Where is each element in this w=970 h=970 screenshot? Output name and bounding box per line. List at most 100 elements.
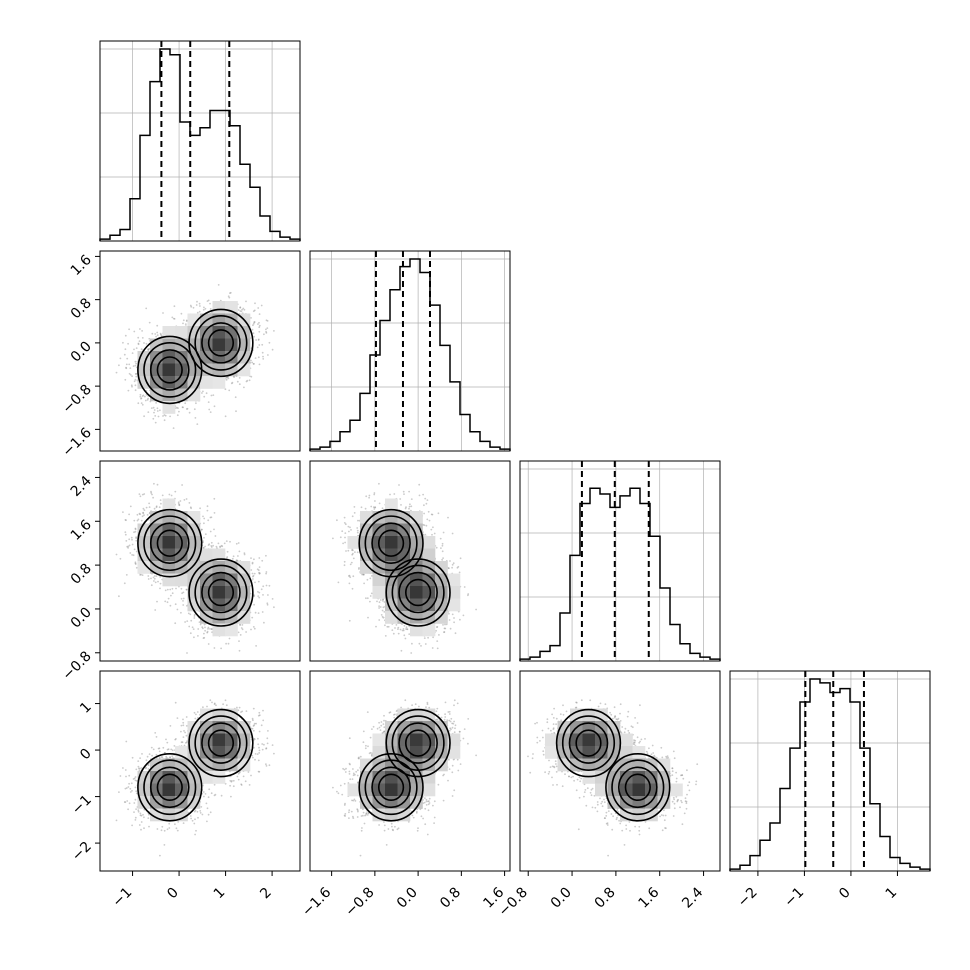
scatter-point [224, 415, 227, 418]
scatter-point [207, 299, 210, 302]
scatter-point [257, 307, 260, 309]
scatter-point [143, 415, 146, 418]
scatter-point [237, 309, 240, 311]
scatter-point [123, 582, 126, 585]
scatter-point [258, 363, 261, 366]
scatter-point [151, 332, 154, 335]
scatter-point [139, 495, 142, 498]
scatter-point [206, 505, 209, 508]
density-cell [212, 376, 226, 389]
scatter-point [155, 335, 158, 338]
scatter-point [139, 328, 141, 330]
scatter-point [209, 302, 211, 305]
scatter-point [131, 554, 134, 556]
scatter-point [135, 539, 138, 542]
scatter-point [153, 482, 155, 485]
y-tick-label: −1.6 [59, 425, 94, 460]
scatter-point [228, 637, 231, 640]
scatter-point [192, 628, 195, 630]
scatter-point [235, 542, 238, 545]
scatter-point [134, 378, 137, 381]
scatter-point [250, 569, 253, 571]
scatter-point [258, 321, 260, 324]
scatter-point [125, 367, 128, 370]
scatter-point [153, 507, 156, 510]
scatter-point [145, 506, 148, 509]
scatter-point [202, 515, 204, 518]
scatter-point [129, 367, 132, 369]
scatter-point [155, 402, 158, 404]
scatter-point [230, 382, 233, 385]
scatter-point [257, 580, 260, 583]
scatter-point [129, 374, 132, 376]
scatter-point [128, 513, 131, 516]
scatter-point [145, 307, 148, 310]
scatter-point [245, 300, 247, 303]
scatter-point [210, 394, 213, 397]
scatter-point [185, 498, 188, 500]
scatter-point [251, 328, 254, 331]
scatter-point [203, 632, 205, 635]
scatter-point [262, 585, 265, 588]
scatter-point [227, 642, 230, 645]
scatter-point [257, 338, 260, 341]
scatter-point [201, 626, 204, 629]
scatter-point [203, 623, 206, 626]
scatter-point [228, 296, 231, 299]
scatter-point [196, 300, 198, 303]
scatter-point [139, 395, 142, 398]
scatter-point [220, 647, 223, 650]
scatter-point [225, 378, 228, 381]
scatter-point [187, 612, 190, 615]
scatter-point [258, 591, 261, 594]
scatter-point [239, 306, 242, 309]
histogram-step [99, 48, 301, 241]
scatter-point [225, 642, 228, 645]
scatter-point [174, 490, 177, 493]
scatter-point [208, 543, 211, 546]
scatter-point [240, 310, 243, 313]
scatter-point [140, 573, 142, 576]
scatter-point [135, 372, 138, 375]
scatter-point [217, 542, 220, 545]
scatter-point [258, 596, 261, 599]
scatter-point [159, 409, 161, 412]
scatter-point [207, 519, 210, 522]
scatter-point [243, 386, 245, 389]
scatter-point [135, 347, 138, 349]
scatter-point [133, 330, 136, 333]
scatter-point [192, 306, 195, 309]
scatter-point [144, 399, 147, 402]
scatter-point [169, 415, 172, 418]
scatter-point [153, 411, 155, 414]
scatter-point [155, 505, 158, 508]
scatter-point [156, 410, 159, 412]
scatter-point [265, 584, 268, 587]
scatter-point [231, 381, 234, 384]
scatter-point [134, 364, 137, 367]
scatter-point [129, 552, 132, 554]
scatter-point [184, 323, 187, 326]
scatter-point [256, 568, 259, 571]
scatter-point [252, 626, 255, 628]
scatter-point [229, 540, 231, 543]
scatter-point [136, 513, 139, 516]
scatter-point [241, 624, 244, 626]
scatter-point [115, 371, 118, 374]
scatter-point [155, 575, 158, 577]
scatter-point [254, 611, 257, 614]
y-tick-label: −0.8 [59, 382, 94, 417]
scatter-point [189, 506, 192, 509]
scatter-point [265, 332, 268, 334]
scatter-point [142, 394, 145, 397]
scatter-point [257, 612, 260, 614]
scatter-point [238, 550, 241, 553]
scatter-point [186, 652, 188, 654]
scatter-point [234, 396, 237, 399]
scatter-point [203, 522, 205, 525]
scatter-point [141, 574, 144, 576]
scatter-point [233, 376, 236, 378]
scatter-point [147, 578, 150, 580]
scatter-point [250, 317, 252, 319]
scatter-point [213, 528, 215, 531]
